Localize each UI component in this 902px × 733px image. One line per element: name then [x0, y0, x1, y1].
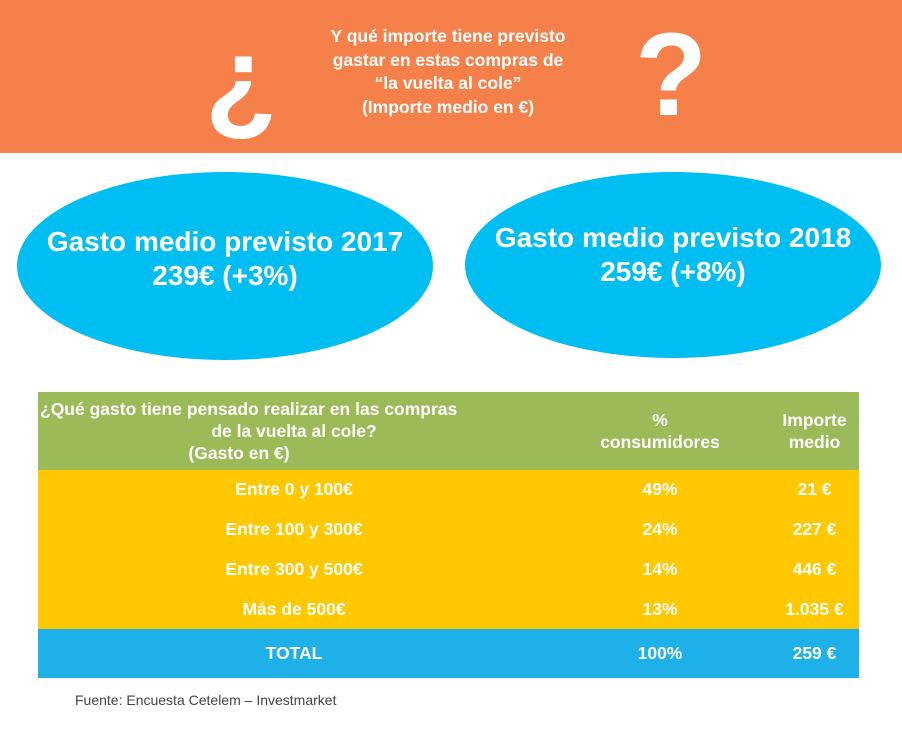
- table-row: Más de 500€ 13% 1.035 €: [38, 589, 859, 629]
- bubble-title: Gasto medio previsto 2018: [494, 222, 852, 253]
- table-row: Entre 0 y 100€ 49% 21 €: [38, 470, 859, 510]
- table-row: Entre 300 y 500€ 14% 446 €: [38, 549, 859, 590]
- header-title: Y qué importe tiene previsto gastar en e…: [290, 25, 606, 119]
- table-row: Entre 100 y 300€ 24% 227 €: [38, 509, 859, 550]
- header-line: medio: [788, 432, 841, 452]
- header-banner: ¿ Y qué importe tiene previsto gastar en…: [0, 0, 902, 153]
- bubble-title: Gasto medio previsto 2017: [46, 226, 404, 257]
- amount-cell: 1.035 €: [770, 589, 859, 629]
- header-line: gastar en estas compras de: [332, 49, 564, 70]
- total-amount: 259 €: [770, 629, 859, 678]
- header-line: (Gasto en €): [188, 443, 290, 463]
- bubble-value: 239€ (+3%): [152, 260, 298, 291]
- pct-cell: 13%: [550, 589, 770, 629]
- header-pct: % consumidores: [550, 392, 770, 470]
- question-mark-icon: ?: [635, 9, 708, 141]
- bubble-value: 259€ (+8%): [600, 256, 746, 287]
- header-amount: Importe medio: [770, 392, 859, 470]
- header-line: Y qué importe tiene previsto: [330, 26, 566, 46]
- range-cell: Entre 300 y 500€: [38, 549, 550, 590]
- source-note: Fuente: Encuesta Cetelem – Investmarket: [75, 692, 337, 708]
- amount-cell: 227 €: [770, 509, 859, 550]
- header-line: %: [652, 410, 668, 430]
- amount-cell: 446 €: [770, 549, 859, 590]
- range-cell: Entre 0 y 100€: [38, 470, 550, 510]
- range-cell: Entre 100 y 300€: [38, 509, 550, 550]
- inverted-question-mark-icon: ¿: [205, 13, 278, 145]
- table-header: ¿Qué gasto tiene pensado realizar en las…: [38, 392, 859, 470]
- header-line: de la vuelta al cole?: [211, 421, 377, 441]
- pct-cell: 24%: [550, 509, 770, 550]
- header-question: ¿Qué gasto tiene pensado realizar en las…: [38, 392, 550, 470]
- spending-table: ¿Qué gasto tiene pensado realizar en las…: [38, 392, 859, 678]
- pct-cell: 14%: [550, 549, 770, 590]
- amount-cell: 21 €: [770, 470, 859, 510]
- pct-cell: 49%: [550, 470, 770, 510]
- total-label: TOTAL: [38, 629, 550, 678]
- total-row: TOTAL 100% 259 €: [38, 629, 859, 678]
- bubble-2018: Gasto medio previsto 2018 259€ (+8%): [465, 172, 881, 358]
- header-line: “la vuelta al cole”: [374, 73, 522, 93]
- header-line: Importe: [782, 410, 847, 430]
- header-line: consumidores: [600, 432, 720, 452]
- header-line: (Importe medio en €): [361, 96, 535, 117]
- bubble-2017: Gasto medio previsto 2017 239€ (+3%): [17, 172, 433, 360]
- range-cell: Más de 500€: [38, 589, 550, 629]
- total-pct: 100%: [550, 629, 770, 678]
- header-line: ¿Qué gasto tiene pensado realizar en las…: [40, 399, 458, 419]
